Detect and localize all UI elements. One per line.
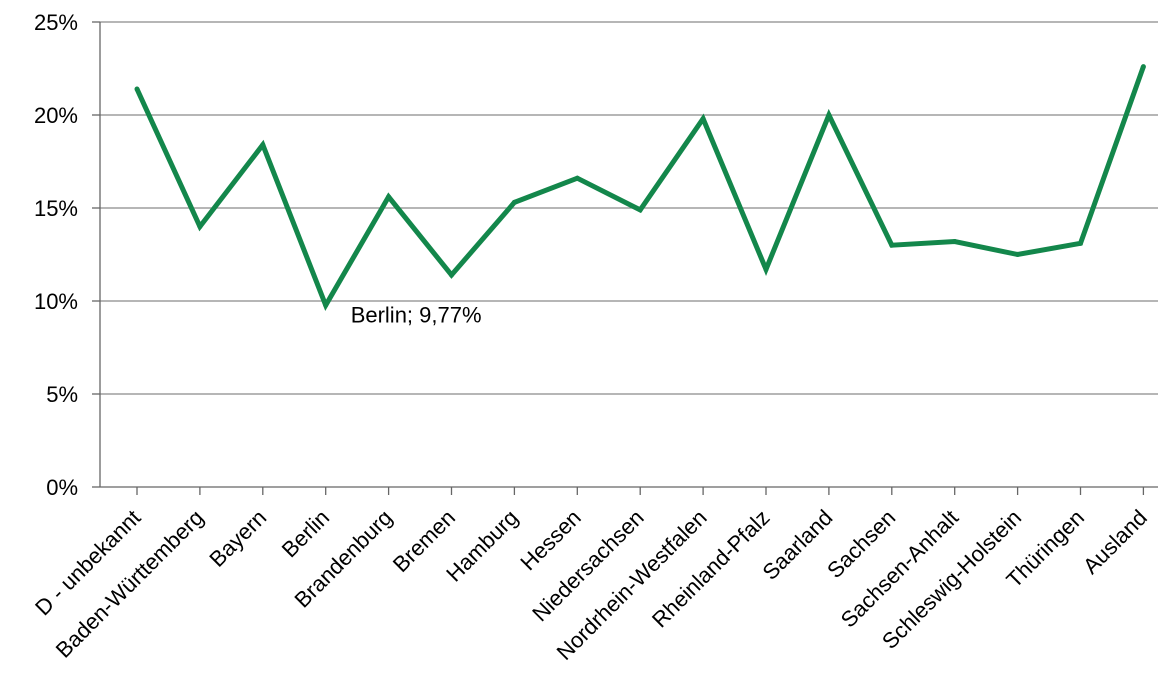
data-point — [574, 175, 580, 181]
data-point — [386, 194, 392, 200]
data-point — [260, 142, 266, 148]
x-tick-label: D - unbekannt — [30, 505, 145, 620]
x-tick-label: Bayern — [204, 505, 271, 572]
data-point — [323, 302, 329, 308]
x-tick-label: Ausland — [1078, 505, 1152, 579]
data-point — [1078, 240, 1083, 246]
data-point — [637, 207, 643, 213]
y-tick-label: 5% — [46, 382, 78, 407]
x-tick-label: Berlin — [277, 505, 334, 562]
y-tick-label: 15% — [34, 196, 78, 221]
data-point — [134, 86, 140, 92]
data-point — [197, 224, 203, 230]
y-tick-label: 20% — [34, 103, 78, 128]
annotations: Berlin; 9,77% — [351, 302, 482, 327]
data-point — [511, 199, 517, 205]
data-point — [952, 238, 958, 244]
y-tick-label: 10% — [34, 289, 78, 314]
gridlines — [100, 21, 1158, 395]
data-label: Berlin; 9,77% — [351, 302, 482, 327]
axes — [92, 21, 1158, 495]
data-point — [1140, 64, 1146, 70]
data-point — [826, 112, 832, 118]
data-point — [763, 266, 769, 272]
x-tick-label: Rheinland-Pfalz — [647, 505, 775, 633]
y-axis-tick-labels: 0% 5% 10% 15% 20% 25% — [34, 10, 78, 500]
y-tick-label: 0% — [46, 475, 78, 500]
series-layer — [134, 64, 1146, 312]
data-point — [889, 242, 895, 248]
y-tick-label: 25% — [34, 10, 78, 35]
series-line — [134, 65, 1146, 312]
x-tick-label: Saarland — [757, 505, 837, 585]
data-point — [449, 272, 454, 278]
data-point — [1015, 252, 1021, 257]
x-tick-label: Niedersachsen — [527, 505, 648, 626]
data-point — [700, 116, 706, 122]
